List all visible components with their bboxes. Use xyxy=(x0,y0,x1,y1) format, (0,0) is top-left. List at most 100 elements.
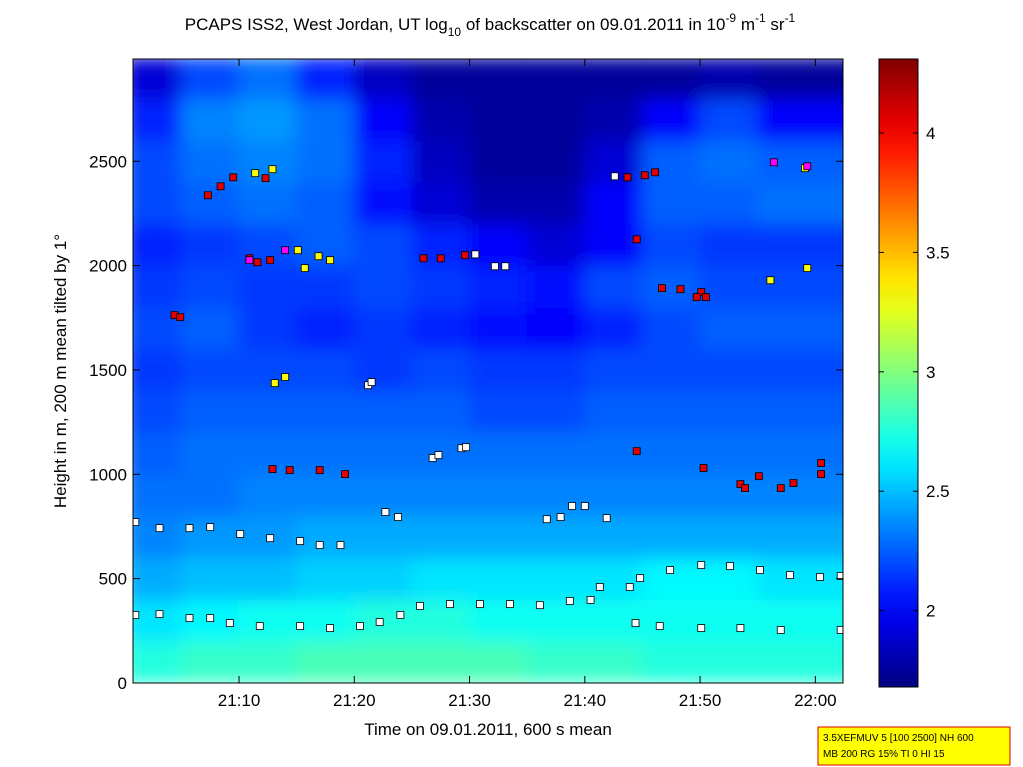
layer-marker xyxy=(462,443,471,452)
heat-cell xyxy=(296,557,355,601)
layer-marker xyxy=(699,464,708,472)
layer-marker xyxy=(786,571,794,580)
heat-cell xyxy=(641,390,701,434)
title-sup: -1 xyxy=(755,11,766,25)
heat-cell xyxy=(584,557,643,601)
heat-cell xyxy=(411,515,471,559)
layer-marker xyxy=(726,562,734,571)
heat-cell xyxy=(296,98,355,141)
heat-cell xyxy=(699,265,759,308)
x-axis-label: Time on 09.01.2011, 600 s mean xyxy=(364,720,612,739)
layer-marker xyxy=(556,513,565,521)
heat-cell xyxy=(353,181,413,225)
layer-marker xyxy=(266,534,275,543)
heat-cell xyxy=(469,640,528,683)
layer-marker xyxy=(697,288,706,297)
heat-cell xyxy=(353,223,413,267)
layer-marker xyxy=(741,484,749,492)
heat-cell xyxy=(353,432,413,475)
heat-cell xyxy=(469,306,528,350)
layer-marker xyxy=(789,479,798,487)
layer-marker xyxy=(602,514,611,523)
heat-cell xyxy=(411,640,471,683)
layer-marker xyxy=(586,596,595,604)
heat-cell xyxy=(757,599,843,642)
heat-cell xyxy=(699,515,759,559)
heat-cell xyxy=(296,432,355,475)
heat-cell xyxy=(469,59,528,100)
heat-cell xyxy=(641,306,701,350)
colorbar-tick-label: 4 xyxy=(926,124,935,143)
heat-cell xyxy=(526,640,586,683)
heat-cell xyxy=(699,306,759,350)
heat-cell xyxy=(296,473,355,517)
heat-cell xyxy=(641,265,701,308)
heat-cell xyxy=(180,515,240,559)
annotation-line: 3.5XEFMUV 5 [100 2500] NH 600 xyxy=(823,733,974,744)
heat-cell xyxy=(641,557,701,601)
layer-marker xyxy=(471,250,480,259)
heat-cell xyxy=(584,515,643,559)
heat-cell xyxy=(526,473,586,517)
heat-cell xyxy=(411,59,471,100)
heat-cell xyxy=(641,348,701,392)
layer-marker xyxy=(268,165,277,174)
heat-cell xyxy=(353,640,413,683)
heat-cell xyxy=(353,348,413,392)
heat-cell xyxy=(641,473,701,517)
layer-marker xyxy=(610,172,619,181)
layer-marker xyxy=(623,173,632,182)
heat-cell xyxy=(296,515,355,559)
heat-cell xyxy=(469,515,528,559)
heat-cell xyxy=(469,223,528,267)
layer-marker xyxy=(336,541,345,549)
heat-cell xyxy=(296,599,355,642)
heat-cell xyxy=(699,432,759,475)
heat-cell xyxy=(296,348,355,392)
colorbar-tick-label: 2.5 xyxy=(926,482,950,501)
layer-marker xyxy=(341,470,349,478)
layer-marker xyxy=(176,313,185,322)
heat-cell xyxy=(353,515,413,559)
heat-cell xyxy=(353,265,413,308)
heat-cell xyxy=(699,139,759,183)
heat-cell xyxy=(133,348,182,392)
layer-marker xyxy=(185,524,194,533)
heat-cell xyxy=(296,181,355,225)
heat-cell xyxy=(757,98,843,141)
layer-marker xyxy=(836,572,843,580)
heat-cell xyxy=(411,557,471,601)
layer-marker xyxy=(315,466,324,475)
heat-cell xyxy=(584,306,643,350)
heat-cell xyxy=(238,390,298,434)
heat-cell xyxy=(133,223,182,267)
heat-cell xyxy=(584,390,643,434)
heat-cell xyxy=(699,181,759,225)
layer-marker xyxy=(632,235,641,244)
heat-cell xyxy=(469,390,528,434)
layer-marker xyxy=(381,508,390,516)
heat-cell xyxy=(411,98,471,141)
layer-marker xyxy=(580,502,589,510)
title-part: m xyxy=(736,15,755,34)
layer-marker xyxy=(281,373,290,381)
heat-cell xyxy=(180,306,240,350)
layer-marker xyxy=(367,378,376,386)
layer-marker xyxy=(640,171,649,180)
heat-cell xyxy=(238,98,298,141)
x-tick-label: 21:30 xyxy=(448,691,491,710)
heat-cell xyxy=(133,139,182,183)
heat-cell xyxy=(641,515,701,559)
heat-cell xyxy=(584,59,643,100)
heat-cell xyxy=(641,599,701,642)
title-part: of backscatter on 09.01.2011 in 10 xyxy=(461,15,725,34)
layer-marker xyxy=(206,523,215,532)
layer-marker xyxy=(204,191,212,200)
title-part: PCAPS ISS2, West Jordan, UT log xyxy=(185,15,448,34)
heat-cell xyxy=(469,139,528,183)
heat-cell xyxy=(584,640,643,683)
heat-cell xyxy=(526,432,586,475)
chart-title: PCAPS ISS2, West Jordan, UT log10 of bac… xyxy=(185,11,796,39)
heat-cell xyxy=(411,139,471,183)
heat-cell xyxy=(180,59,240,100)
